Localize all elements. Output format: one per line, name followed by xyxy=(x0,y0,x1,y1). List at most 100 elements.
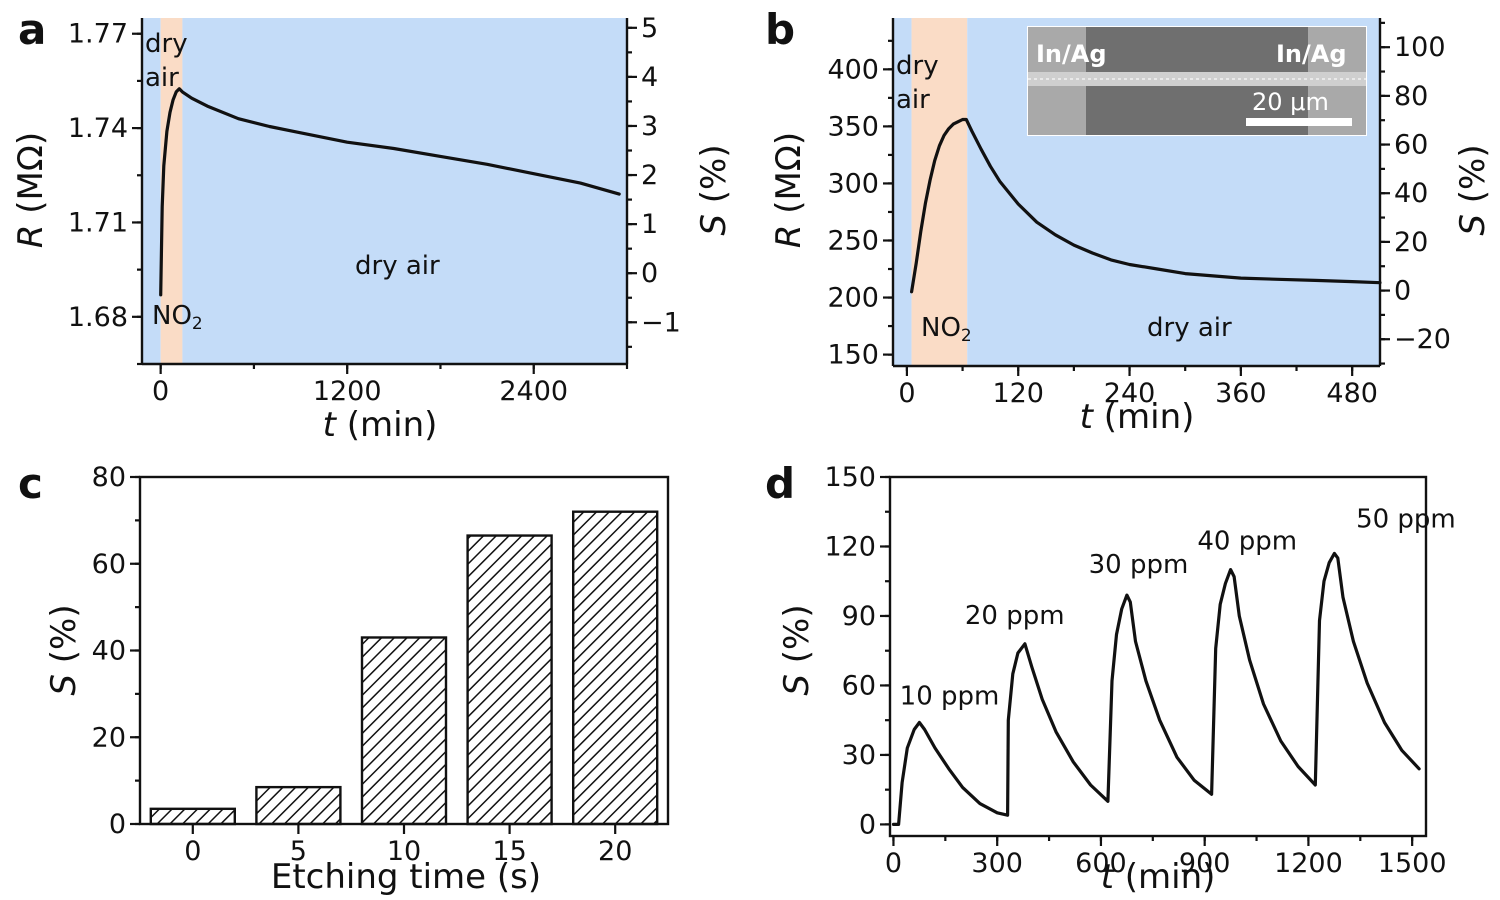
panel-c-bar-0 xyxy=(149,807,237,826)
panel-c-y-tick-label: 0 xyxy=(109,809,126,840)
panel-d-y-tick-label: 60 xyxy=(842,670,876,701)
panel-a-plot-area: 0 1200 2400 1.68 1.71 1.74 1.77 −1 0 1 2 3 4 5 xyxy=(68,13,681,407)
panel-b-y2-tick-label: 0 xyxy=(1394,276,1411,307)
panel-b-dry-air-top-line1: dry xyxy=(896,51,939,81)
panel-c-x-tick-label: 15 xyxy=(492,836,526,867)
panel-a-exposure-region-0 xyxy=(160,18,183,364)
panel-a-label: a xyxy=(18,5,46,54)
panel-d-peak-label: 30 ppm xyxy=(1089,550,1189,580)
inset-scale-bar xyxy=(1246,118,1352,126)
panel-c-x-tick-label: 5 xyxy=(290,836,307,867)
panel-a-x-tick-label: 1200 xyxy=(313,376,382,407)
panel-b-y-axis-title: R (MΩ) xyxy=(769,132,809,248)
panel-c-label: c xyxy=(18,459,43,508)
panel-c-bar-20 xyxy=(572,510,659,826)
panel-b-baseline-region xyxy=(893,18,912,366)
panel-b-series-0-line xyxy=(909,117,1382,294)
panel-d-peak-label: 10 ppm xyxy=(900,682,1000,712)
panel-b-y-tick-label: 400 xyxy=(827,54,879,85)
panel-c-x-tick-label: 10 xyxy=(387,836,421,867)
panel-a-x-tick-label: 0 xyxy=(152,376,169,407)
panel-a-y2-tick-label: 0 xyxy=(641,258,658,289)
panel-c-bar-10 xyxy=(360,636,448,826)
panel-b-y2-tick-label: 60 xyxy=(1394,130,1428,161)
panel-d-plot-area: 0 300 600 900 1200 1500 0 30 60 90 120 150 10 ppm 20 … xyxy=(824,462,1455,879)
panel-d-x-tick-label: 1500 xyxy=(1378,848,1447,879)
panel-c-y-tick-label: 40 xyxy=(92,636,126,667)
panel-a-y2-tick-label: 2 xyxy=(641,160,658,191)
panel-d-x-axis-title: t (min) xyxy=(1101,857,1216,897)
panel-d-x-tick-label: 0 xyxy=(885,848,902,879)
panel-a-x-axis-title: t (min) xyxy=(323,405,438,445)
panel-d-series-0-line xyxy=(891,551,1421,827)
panel-b-x-tick-label: 240 xyxy=(1104,378,1156,409)
panel-a-background-region-1 xyxy=(182,18,627,364)
panel-d-peak-label: 50 ppm xyxy=(1356,504,1456,534)
panel-a: 0 1200 2400 1.68 1.71 1.74 1.77 −1 0 1 2 3 4 5 a dry … xyxy=(11,5,734,445)
panel-a-y-tick-label: 1.77 xyxy=(68,19,128,50)
panel-b-label: b xyxy=(765,5,795,54)
panel-b-x-tick-label: 120 xyxy=(992,378,1044,409)
panel-b-x-tick-label: 360 xyxy=(1215,378,1267,409)
panel-b-y2-tick-label: 100 xyxy=(1394,32,1446,63)
panel-a-y2-tick-label: 1 xyxy=(641,209,658,240)
panel-b-y2-tick-label: 20 xyxy=(1394,227,1428,258)
panel-b-y2-tick-label: 80 xyxy=(1394,81,1428,112)
inset-right-label: In/Ag xyxy=(1276,40,1347,68)
panel-b: 0 120 240 360 480 150 200 250 300 350 400 −20 0 20 40 6… xyxy=(765,5,1493,437)
panel-d-x-tick-label: 1200 xyxy=(1274,848,1343,879)
panel-c-y-tick-label: 80 xyxy=(92,462,126,493)
panel-b-x-tick-label: 0 xyxy=(898,378,915,409)
panel-b-exposure-region-0 xyxy=(911,18,968,366)
panel-d-x-tick-label: 600 xyxy=(1075,848,1127,879)
panel-c-bar-5 xyxy=(255,785,342,826)
panel-a-y-tick-label: 1.71 xyxy=(68,207,128,238)
panel-d-peak-label: 20 ppm xyxy=(965,601,1065,631)
panel-c-y-tick-label: 20 xyxy=(92,722,126,753)
panel-a-gas-label: NO2 xyxy=(152,301,203,334)
panel-b-y2-tick-label: −20 xyxy=(1394,324,1451,355)
panel-a-y-tick-label: 1.74 xyxy=(68,113,128,144)
panel-b-y-tick-label: 350 xyxy=(827,111,879,142)
panel-a-y2-tick-label: 5 xyxy=(641,13,658,44)
panel-a-y2-axis-title: S (%) xyxy=(694,144,734,235)
panel-d-x-tick-label: 300 xyxy=(971,848,1023,879)
inset-left-label: In/Ag xyxy=(1036,40,1107,68)
panel-b-y2-tick-label: 40 xyxy=(1394,178,1428,209)
panel-d-frame xyxy=(888,475,1428,838)
panel-d-label: d xyxy=(765,459,795,508)
panel-d-y-tick-label: 150 xyxy=(824,462,876,493)
panel-d-y-tick-label: 90 xyxy=(842,601,876,632)
panel-c-x-tick-label: 20 xyxy=(598,836,632,867)
panel-d: 0 300 600 900 1200 1500 0 30 60 90 120 150 10 ppm 20 … xyxy=(765,459,1456,897)
panel-c-x-tick-label: 0 xyxy=(184,836,201,867)
panel-c-y-axis-title: S (%) xyxy=(44,604,84,695)
panel-b-y-tick-label: 300 xyxy=(827,168,879,199)
panel-c-bar-15 xyxy=(466,534,553,826)
panel-a-y2-tick-label: 4 xyxy=(641,62,658,93)
panel-a-y2-tick-label: 3 xyxy=(641,111,658,142)
panel-b-gas-label: NO2 xyxy=(921,313,972,346)
panel-a-baseline-region xyxy=(142,18,161,364)
panel-c: 0 5 10 15 20 0 20 40 60 80 c Etching time (s) S (… xyxy=(18,459,670,897)
panel-d-y-tick-label: 120 xyxy=(824,531,876,562)
panel-b-dry-air-main: dry air xyxy=(1147,313,1232,343)
panel-b-y-tick-label: 250 xyxy=(827,225,879,256)
panel-d-x-tick-label: 900 xyxy=(1179,848,1231,879)
panel-a-series-0-line xyxy=(159,87,621,297)
panel-b-x-axis-title: t (min) xyxy=(1080,397,1195,437)
panel-a-dry-air-top-line2: air xyxy=(145,63,179,93)
panel-a-dry-air-top-line1: dry xyxy=(145,29,188,59)
panel-a-dry-air-main: dry air xyxy=(355,251,440,281)
panel-b-dry-air-top-line2: air xyxy=(896,85,930,115)
panel-a-y2-tick-label: −1 xyxy=(641,307,681,338)
panel-b-x-tick-label: 480 xyxy=(1326,378,1378,409)
panel-b-y-tick-label: 150 xyxy=(827,340,879,371)
inset-scale-label: 20 μm xyxy=(1252,88,1329,116)
panel-d-peak-label: 40 ppm xyxy=(1197,527,1297,557)
panel-c-y-tick-label: 60 xyxy=(92,549,126,580)
panel-c-plot-area: 0 5 10 15 20 0 20 40 60 80 xyxy=(92,462,670,867)
panel-d-y-tick-label: 0 xyxy=(859,809,876,840)
panel-b-y-tick-label: 200 xyxy=(827,283,879,314)
